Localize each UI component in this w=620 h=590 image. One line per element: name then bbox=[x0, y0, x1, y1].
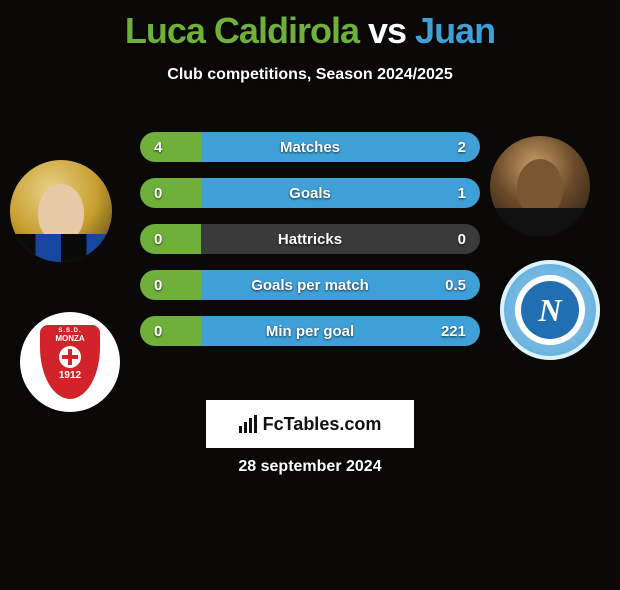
fctables-watermark: FcTables.com bbox=[206, 400, 414, 448]
title-player2: Juan bbox=[415, 10, 495, 51]
stat-label: Goals bbox=[140, 178, 480, 208]
player2-club-badge: N bbox=[500, 260, 600, 360]
fctables-text: FcTables.com bbox=[263, 414, 382, 435]
stat-label: Min per goal bbox=[140, 316, 480, 346]
title-vs: vs bbox=[368, 10, 406, 51]
title-player1: Luca Caldirola bbox=[125, 10, 359, 51]
comparison-subtitle: Club competitions, Season 2024/2025 bbox=[0, 66, 620, 84]
comparison-title: Luca Caldirola vs Juan bbox=[0, 10, 620, 52]
monza-cross-icon bbox=[59, 346, 81, 368]
stat-label: Hattricks bbox=[140, 224, 480, 254]
stat-bar-row: 01Goals bbox=[140, 178, 480, 208]
napoli-outer-circle: N bbox=[515, 275, 585, 345]
player1-avatar bbox=[10, 160, 112, 262]
player2-jersey bbox=[490, 208, 590, 236]
stat-label: Matches bbox=[140, 132, 480, 162]
player1-club-badge: S.S.D. MONZA 1912 bbox=[20, 312, 120, 412]
stat-bar-row: 00.5Goals per match bbox=[140, 270, 480, 300]
napoli-letter-icon: N bbox=[521, 281, 579, 339]
player2-avatar bbox=[490, 136, 590, 236]
stat-bars: 42Matches 01Goals 00Hattricks 00.5Goals per… bbox=[140, 132, 480, 362]
monza-crest: S.S.D. MONZA 1912 bbox=[40, 325, 100, 399]
monza-year: 1912 bbox=[59, 370, 81, 381]
stat-label: Goals per match bbox=[140, 270, 480, 300]
stat-bar-row: 0221Min per goal bbox=[140, 316, 480, 346]
fctables-bars-icon bbox=[239, 415, 257, 433]
stat-bar-row: 42Matches bbox=[140, 132, 480, 162]
stat-bar-row: 00Hattricks bbox=[140, 224, 480, 254]
monza-name: MONZA bbox=[55, 334, 84, 343]
snapshot-date: 28 september 2024 bbox=[0, 458, 620, 476]
player1-jersey bbox=[10, 234, 112, 262]
